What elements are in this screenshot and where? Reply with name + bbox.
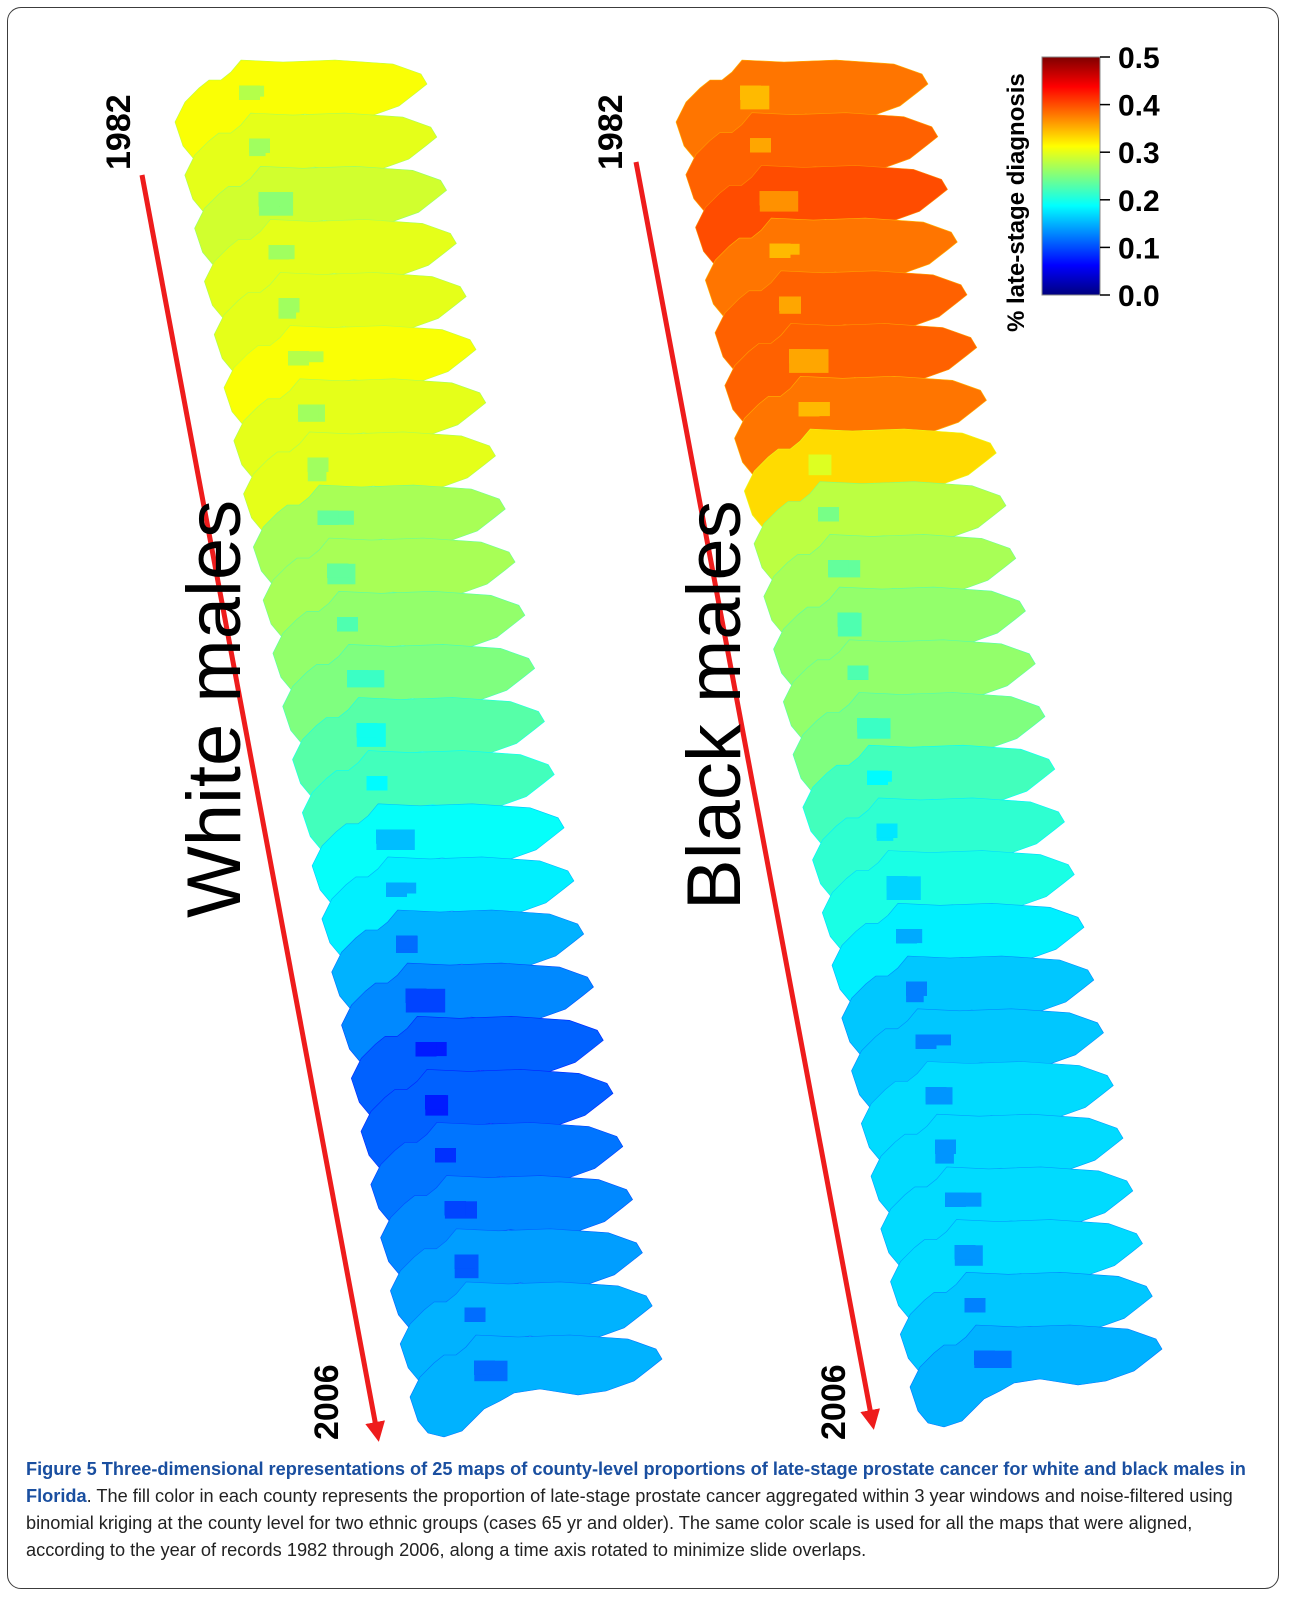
- county-patch: [818, 507, 839, 522]
- county-map-slice: [409, 1334, 663, 1438]
- county-patch: [386, 882, 407, 897]
- county-patch: [307, 457, 329, 472]
- county-patch: [268, 245, 290, 260]
- county-patch: [444, 1201, 466, 1216]
- colorbar-tick-label: 0.1: [1118, 232, 1160, 265]
- colorbar: [1041, 56, 1101, 296]
- end-year-black: 2006: [815, 1364, 853, 1440]
- county-map-slice: [909, 1324, 1163, 1428]
- figure-graphic: 1982 2006 White males 1982 2006 Black ma…: [100, 42, 1163, 1442]
- county-patch: [847, 665, 869, 680]
- county-patch: [915, 1034, 937, 1049]
- county-patch: [925, 1087, 947, 1102]
- county-patch: [954, 1245, 976, 1260]
- county-patch: [288, 351, 309, 366]
- caption-body: . The fill color in each county represen…: [26, 1486, 1233, 1560]
- time-axis-arrow-black: [633, 161, 880, 1430]
- group-label-white: White males: [172, 500, 257, 918]
- colorbar-legend: 0.5 0.4 0.3 0.2 0.1 0.0 % late-stage diagnosi…: [1003, 42, 1160, 332]
- county-patch: [347, 670, 368, 685]
- county-patch: [425, 1095, 446, 1110]
- county-patch: [828, 560, 849, 575]
- county-patch: [945, 1192, 966, 1207]
- start-year-black: 1982: [592, 94, 630, 170]
- panel-black-males: 1982 2006 Black males: [592, 59, 1163, 1440]
- county-patch: [837, 612, 859, 627]
- county-patch: [366, 776, 388, 791]
- county-patch: [974, 1350, 995, 1365]
- colorbar-tick-label: 0.5: [1118, 42, 1160, 75]
- county-patch: [857, 718, 878, 733]
- county-patch: [396, 935, 417, 950]
- colorbar-tick-label: 0.2: [1118, 185, 1160, 218]
- time-axis-arrow-white: [139, 174, 385, 1442]
- start-year-white: 1982: [100, 94, 138, 170]
- county-patch: [808, 454, 830, 469]
- county-patch: [876, 823, 898, 838]
- county-patch: [798, 402, 820, 417]
- colorbar-tick-label: 0.3: [1118, 137, 1160, 170]
- colorbar-ticks: 0.5 0.4 0.3 0.2 0.1 0.0: [1100, 42, 1160, 313]
- county-map-fill: [409, 1334, 663, 1438]
- map-stack-black: [675, 59, 1163, 1428]
- group-label-black: Black males: [672, 500, 757, 910]
- county-patch: [464, 1307, 486, 1322]
- caption-title: Figure 5 Three-dimensional representatio…: [26, 1459, 1246, 1506]
- county-patch: [896, 929, 917, 944]
- county-patch: [779, 296, 800, 311]
- county-patch: [405, 988, 427, 1003]
- county-patch: [327, 563, 349, 578]
- county-patch: [789, 349, 810, 364]
- county-patch: [740, 85, 761, 100]
- county-patch: [249, 138, 270, 153]
- county-patch: [317, 510, 339, 525]
- county-map-fill: [909, 1324, 1163, 1428]
- county-patch: [935, 1139, 956, 1154]
- county-patch: [435, 1148, 456, 1163]
- county-patch: [239, 85, 260, 100]
- county-map-slice: [262, 537, 516, 641]
- county-patch: [886, 876, 908, 891]
- figure-caption: Figure 5 Three-dimensional representatio…: [26, 1456, 1266, 1564]
- county-patch: [750, 138, 771, 153]
- county-patch: [454, 1254, 476, 1269]
- colorbar-tick-label: 0.0: [1118, 280, 1160, 313]
- county-patch: [278, 298, 300, 313]
- panel-white-males: 1982 2006 White males: [100, 59, 663, 1442]
- county-patch: [415, 1042, 437, 1057]
- county-patch: [769, 243, 791, 258]
- county-patch: [867, 770, 888, 785]
- county-patch: [964, 1298, 986, 1313]
- county-patch: [356, 723, 378, 738]
- county-patch: [474, 1360, 495, 1375]
- county-patch: [337, 617, 358, 632]
- county-map-slice: [724, 323, 978, 426]
- county-patch: [906, 981, 927, 996]
- county-patch: [376, 829, 398, 844]
- map-stack-white: [174, 59, 663, 1438]
- colorbar-title: % late-stage diagnosis: [1003, 73, 1030, 332]
- colorbar-tick-label: 0.4: [1118, 90, 1160, 123]
- figure-frame: [7, 7, 1279, 1589]
- county-patch: [759, 191, 781, 206]
- county-patch: [298, 404, 319, 419]
- end-year-white: 2006: [308, 1364, 346, 1440]
- county-patch: [258, 192, 280, 207]
